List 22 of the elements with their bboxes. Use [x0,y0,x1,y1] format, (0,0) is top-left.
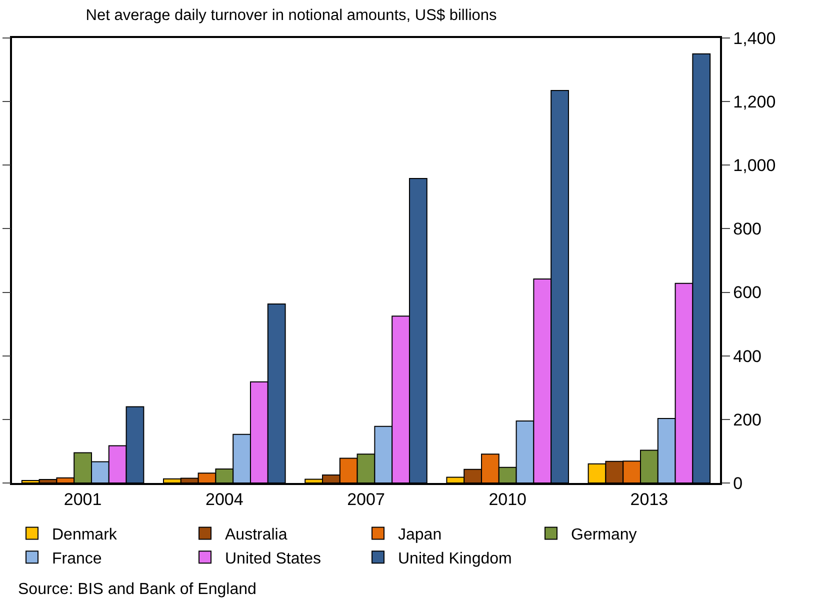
y-tick-label: 1,000 [733,156,776,176]
y-tick-label: 800 [733,220,762,239]
legend-label: United Kingdom [398,550,512,568]
legend-label: Japan [398,526,442,544]
y-tick-label: 600 [733,283,762,302]
y-tick-label: 400 [733,346,762,366]
y-tick-label: 1,400 [733,28,776,48]
y-tick-label: 0 [733,474,743,493]
chart-title: Net average daily turnover in notional amounts, US$ billions [86,6,498,24]
source-note: Source: BIS and Bank of England [18,581,256,598]
y-tick-label: 1,200 [733,92,776,112]
legend-label: France [52,550,102,568]
x-tick-label: 2004 [205,490,244,510]
x-tick-label: 2007 [347,490,385,510]
legend-label: Germany [571,526,637,544]
legend-label: Australia [225,526,288,544]
legend-label: United States [225,550,322,568]
x-tick-label: 2010 [488,490,527,510]
y-tick-label: 200 [733,410,762,430]
legend-label: Denmark [52,526,118,544]
x-tick-label: 2013 [630,490,668,510]
x-tick-label: 2001 [64,490,102,510]
